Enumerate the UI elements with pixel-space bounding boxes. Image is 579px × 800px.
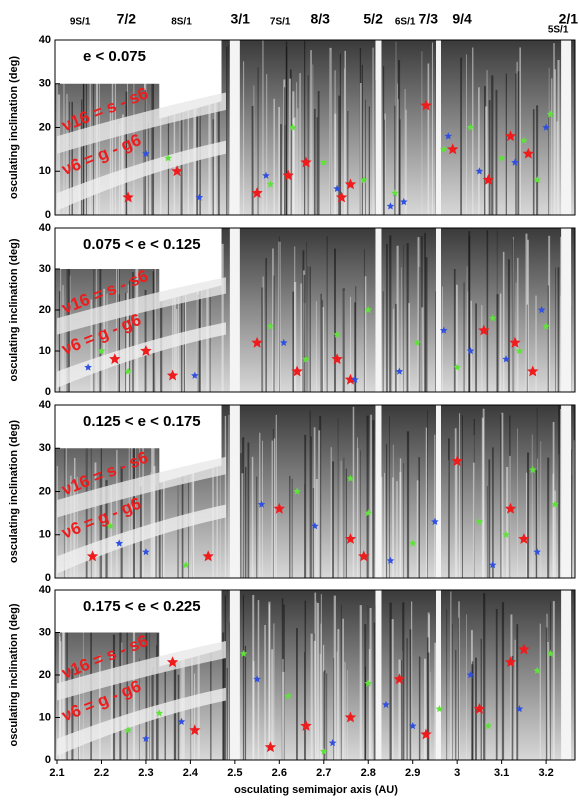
y-tick-label: 10 [39,345,51,357]
resonance: 3/1 [230,11,250,27]
y-axis-label: osculating inclination (deg) [8,56,20,199]
y-tick-label: 30 [39,626,51,638]
x-tick-label: 2.9 [405,767,420,779]
kirkwood-gap [436,228,441,392]
kirkwood-gap [230,405,240,578]
kirkwood-gap [375,405,381,578]
panel-title: 0.175 < e < 0.225 [83,598,201,615]
x-axis-label: osculating semimajor axis (AU) [234,784,398,796]
kirkwood-gap [230,590,240,760]
resonance: 8/3 [310,11,330,27]
y-tick-label: 20 [39,304,51,316]
y-tick-label: 0 [45,209,51,221]
x-tick-label: 2.8 [361,767,376,779]
y-tick-label: 0 [45,572,51,584]
x-tick-label: 2.6 [272,767,287,779]
x-tick-label: 2.4 [183,767,199,779]
resonance: 7S/1 [270,17,291,28]
kirkwood-gap [375,590,381,760]
resonance: 7/3 [419,11,439,27]
resonance: 9S/1 [70,17,91,28]
y-tick-label: 40 [39,584,51,596]
y-tick-label: 40 [39,34,51,46]
x-tick-label: 2.1 [49,767,64,779]
y-tick-label: 30 [39,78,51,90]
x-tick-label: 2.2 [94,767,109,779]
kirkwood-gap [561,228,571,392]
resonance: 8S/1 [171,17,192,28]
kirkwood-gap [436,405,441,578]
y-axis-label: osculating inclination (deg) [8,603,20,746]
y-tick-label: 20 [39,121,51,133]
kirkwood-gap [230,40,240,215]
y-tick-label: 0 [45,386,51,398]
x-tick-label: 3.1 [494,767,509,779]
panel-title: 0.125 < e < 0.175 [83,413,201,430]
kirkwood-gap [561,40,571,215]
x-tick-label: 2.3 [138,767,153,779]
resonance: 7/2 [117,11,137,27]
panel-title: e < 0.075 [83,48,146,65]
x-tick-label: 2.7 [316,767,331,779]
y-axis-label: osculating inclination (deg) [8,238,20,381]
panel-title: 0.075 < e < 0.125 [83,236,201,253]
kirkwood-gap [375,40,381,215]
y-tick-label: 20 [39,669,51,681]
y-axis-label: osculating inclination (deg) [8,420,20,563]
x-tick-label: 2.5 [227,767,242,779]
kirkwood-gap [561,590,571,760]
y-tick-label: 0 [45,754,51,766]
y-tick-label: 30 [39,263,51,275]
y-tick-label: 10 [39,711,51,723]
kirkwood-gap [375,228,381,392]
y-tick-label: 10 [39,165,51,177]
x-tick-label: 3 [454,767,460,779]
resonance: 5/2 [363,11,383,27]
kirkwood-gap [436,590,441,760]
y-tick-label: 40 [39,399,51,411]
kirkwood-gap [561,405,571,578]
kirkwood-gap [230,228,240,392]
y-tick-label: 40 [39,222,51,234]
resonance: 9/4 [452,11,472,27]
resonance: 6S/1 [395,17,416,28]
resonance: 5S/1 [548,25,569,36]
figure: e < 0.075ν16 = s - s6ν6 = g - g601020304… [0,0,579,800]
y-tick-label: 20 [39,485,51,497]
y-tick-label: 10 [39,529,51,541]
y-tick-label: 30 [39,442,51,454]
x-tick-label: 3.2 [538,767,553,779]
kirkwood-gap [436,40,441,215]
